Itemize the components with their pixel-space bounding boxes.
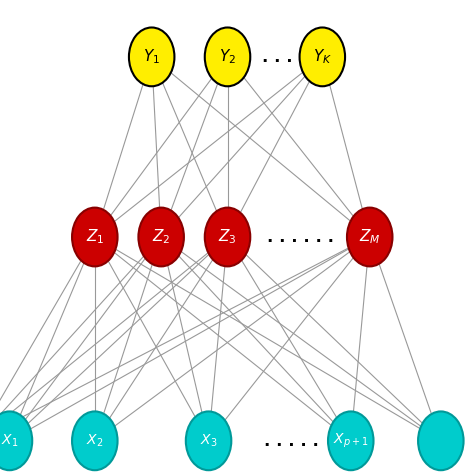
Ellipse shape: [205, 27, 250, 86]
Text: $Y_1$: $Y_1$: [143, 47, 160, 66]
Ellipse shape: [72, 208, 118, 266]
Text: . . . . .: . . . . .: [264, 432, 319, 450]
Text: . . . . . .: . . . . . .: [267, 228, 335, 246]
Text: $X_2$: $X_2$: [86, 433, 103, 449]
Ellipse shape: [186, 411, 231, 470]
Text: $Z_3$: $Z_3$: [218, 228, 237, 246]
Text: . . .: . . .: [262, 48, 292, 66]
Text: $X_1$: $X_1$: [1, 433, 18, 449]
Ellipse shape: [0, 411, 32, 470]
Text: $Z_2$: $Z_2$: [152, 228, 170, 246]
Ellipse shape: [138, 208, 184, 266]
Ellipse shape: [72, 411, 118, 470]
Ellipse shape: [300, 27, 345, 86]
Text: $Z_1$: $Z_1$: [85, 228, 104, 246]
Ellipse shape: [328, 411, 374, 470]
Text: $X_{p+1}$: $X_{p+1}$: [333, 432, 368, 450]
Ellipse shape: [129, 27, 174, 86]
Text: $Y_2$: $Y_2$: [219, 47, 236, 66]
Text: $Y_K$: $Y_K$: [313, 47, 332, 66]
Text: $Z_M$: $Z_M$: [359, 228, 381, 246]
Ellipse shape: [418, 411, 464, 470]
Ellipse shape: [347, 208, 392, 266]
Text: $X_3$: $X_3$: [200, 433, 217, 449]
Ellipse shape: [205, 208, 250, 266]
